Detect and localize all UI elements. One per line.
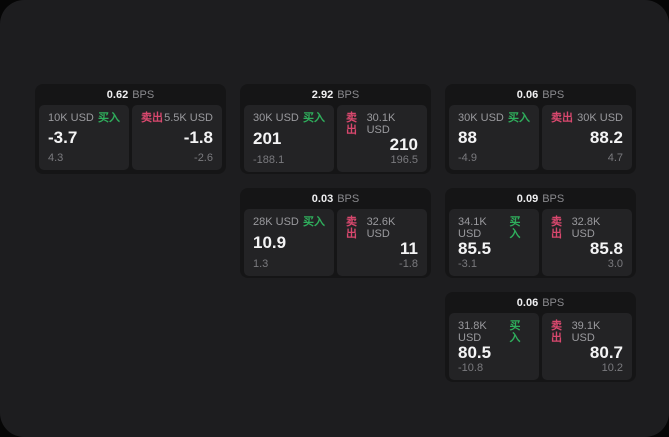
bps-unit-label: BPS (337, 88, 360, 101)
buy-sub-value: 4.3 (48, 152, 64, 164)
spread-value: 0.03 (311, 192, 334, 205)
sell-quote-panel[interactable]: 卖出 39.1K USD 80.7 10.2 (542, 313, 632, 380)
buy-price: 88 (458, 128, 477, 147)
buy-quote-panel[interactable]: 28K USD 买入 10.9 1.3 (244, 209, 334, 276)
buy-side-label: 买入 (98, 112, 120, 124)
buy-quote-panel[interactable]: 10K USD 买入 -3.7 4.3 (39, 105, 129, 170)
sell-quote-panel[interactable]: 卖出 30.1K USD 210 196.5 (337, 105, 427, 172)
buy-size: 31.8K USD (458, 320, 487, 344)
bps-unit-label: BPS (542, 296, 565, 309)
sell-side-label: 卖出 (551, 320, 562, 344)
sell-side-label: 卖出 (141, 112, 163, 124)
quote-body: 34.1K USD 买入 85.5 -3.1 卖出 32.8K USD 85.8… (445, 209, 636, 280)
buy-sub-value: -3.1 (458, 258, 477, 270)
buy-size: 30K USD (253, 112, 299, 124)
bps-unit-label: BPS (337, 192, 360, 205)
buy-size: 28K USD (253, 216, 299, 228)
sell-quote-panel[interactable]: 卖出 5.5K USD -1.8 -2.6 (132, 105, 222, 170)
sell-quote-panel[interactable]: 卖出 32.8K USD 85.8 3.0 (542, 209, 632, 276)
buy-side-label: 买入 (303, 216, 325, 228)
buy-price: 85.5 (458, 239, 492, 258)
sell-sub-value: -2.6 (194, 152, 213, 164)
quote-body: 10K USD 买入 -3.7 4.3 卖出 5.5K USD -1.8 -2.… (35, 105, 226, 174)
buy-sub-value: -10.8 (458, 362, 484, 374)
spread-value: 0.62 (106, 88, 129, 101)
quote-card: 0.62 BPS 10K USD 买入 -3.7 4.3 卖出 5.5K USD (35, 84, 226, 174)
buy-quote-panel[interactable]: 30K USD 买入 88 -4.9 (449, 105, 539, 170)
sell-price: -1.8 (183, 128, 213, 147)
sell-sub-value: -1.8 (399, 258, 418, 270)
bps-unit-label: BPS (132, 88, 155, 101)
bps-unit-label: BPS (542, 192, 565, 205)
sell-sub-value: 4.7 (607, 152, 623, 164)
sell-size: 30.1K USD (366, 112, 396, 136)
sell-sub-value: 3.0 (607, 258, 623, 270)
sell-price: 80.7 (589, 343, 623, 362)
quote-body: 30K USD 买入 201 -188.1 卖出 30.1K USD 210 1… (240, 105, 431, 176)
sell-size: 32.8K USD (571, 216, 601, 240)
spread-header: 0.62 BPS (35, 84, 226, 105)
spread-header: 0.06 BPS (445, 292, 636, 313)
sell-size: 5.5K USD (164, 112, 213, 124)
quote-body: 30K USD 买入 88 -4.9 卖出 30K USD 88.2 4.7 (445, 105, 636, 174)
sell-size: 39.1K USD (571, 320, 601, 344)
quote-body: 28K USD 买入 10.9 1.3 卖出 32.6K USD 11 -1.8 (240, 209, 431, 280)
buy-price: -3.7 (48, 128, 78, 147)
spread-header: 0.03 BPS (240, 188, 431, 209)
buy-sub-value: -4.9 (458, 152, 477, 164)
sell-side-label: 卖出 (551, 112, 573, 124)
spread-header: 0.06 BPS (445, 84, 636, 105)
buy-side-label: 买入 (509, 320, 521, 344)
sell-sub-value: 196.5 (390, 154, 418, 166)
spread-value: 2.92 (311, 88, 334, 101)
spread-header: 2.92 BPS (240, 84, 431, 105)
quote-card: 0.09 BPS 34.1K USD 买入 85.5 -3.1 卖出 32.8K… (445, 188, 636, 278)
buy-price: 201 (253, 129, 282, 148)
sell-price: 11 (400, 239, 418, 258)
spread-header: 0.09 BPS (445, 188, 636, 209)
sell-side-label: 卖出 (551, 216, 562, 240)
quote-card: 2.92 BPS 30K USD 买入 201 -188.1 卖出 30.1K … (240, 84, 431, 174)
quote-body: 31.8K USD 买入 80.5 -10.8 卖出 39.1K USD 80.… (445, 313, 636, 384)
sell-side-label: 卖出 (346, 216, 357, 240)
sell-sub-value: 10.2 (601, 362, 623, 374)
sell-quote-panel[interactable]: 卖出 30K USD 88.2 4.7 (542, 105, 632, 170)
sell-quote-panel[interactable]: 卖出 32.6K USD 11 -1.8 (337, 209, 427, 276)
buy-side-label: 买入 (508, 112, 530, 124)
sell-price: 85.8 (589, 239, 623, 258)
quote-card: 0.03 BPS 28K USD 买入 10.9 1.3 卖出 32.6K US… (240, 188, 431, 278)
sell-size: 30K USD (577, 112, 623, 124)
sell-price: 210 (389, 135, 418, 154)
buy-price: 10.9 (253, 233, 287, 252)
spread-value: 0.06 (516, 296, 539, 309)
spread-value: 0.09 (516, 192, 539, 205)
buy-size: 34.1K USD (458, 216, 487, 240)
sell-price: 88.2 (589, 128, 623, 147)
buy-quote-panel[interactable]: 30K USD 买入 201 -188.1 (244, 105, 334, 172)
bps-unit-label: BPS (542, 88, 565, 101)
buy-size: 10K USD (48, 112, 94, 124)
sell-size: 32.6K USD (366, 216, 396, 240)
buy-sub-value: 1.3 (253, 258, 269, 270)
sell-side-label: 卖出 (346, 112, 357, 136)
buy-price: 80.5 (458, 343, 492, 362)
spread-value: 0.06 (516, 88, 539, 101)
buy-quote-panel[interactable]: 34.1K USD 买入 85.5 -3.1 (449, 209, 539, 276)
buy-side-label: 买入 (303, 112, 325, 124)
buy-side-label: 买入 (509, 216, 521, 240)
buy-size: 30K USD (458, 112, 504, 124)
quote-card: 0.06 BPS 31.8K USD 买入 80.5 -10.8 卖出 39.1… (445, 292, 636, 382)
quote-card: 0.06 BPS 30K USD 买入 88 -4.9 卖出 30K USD (445, 84, 636, 174)
buy-quote-panel[interactable]: 31.8K USD 买入 80.5 -10.8 (449, 313, 539, 380)
buy-sub-value: -188.1 (253, 154, 285, 166)
